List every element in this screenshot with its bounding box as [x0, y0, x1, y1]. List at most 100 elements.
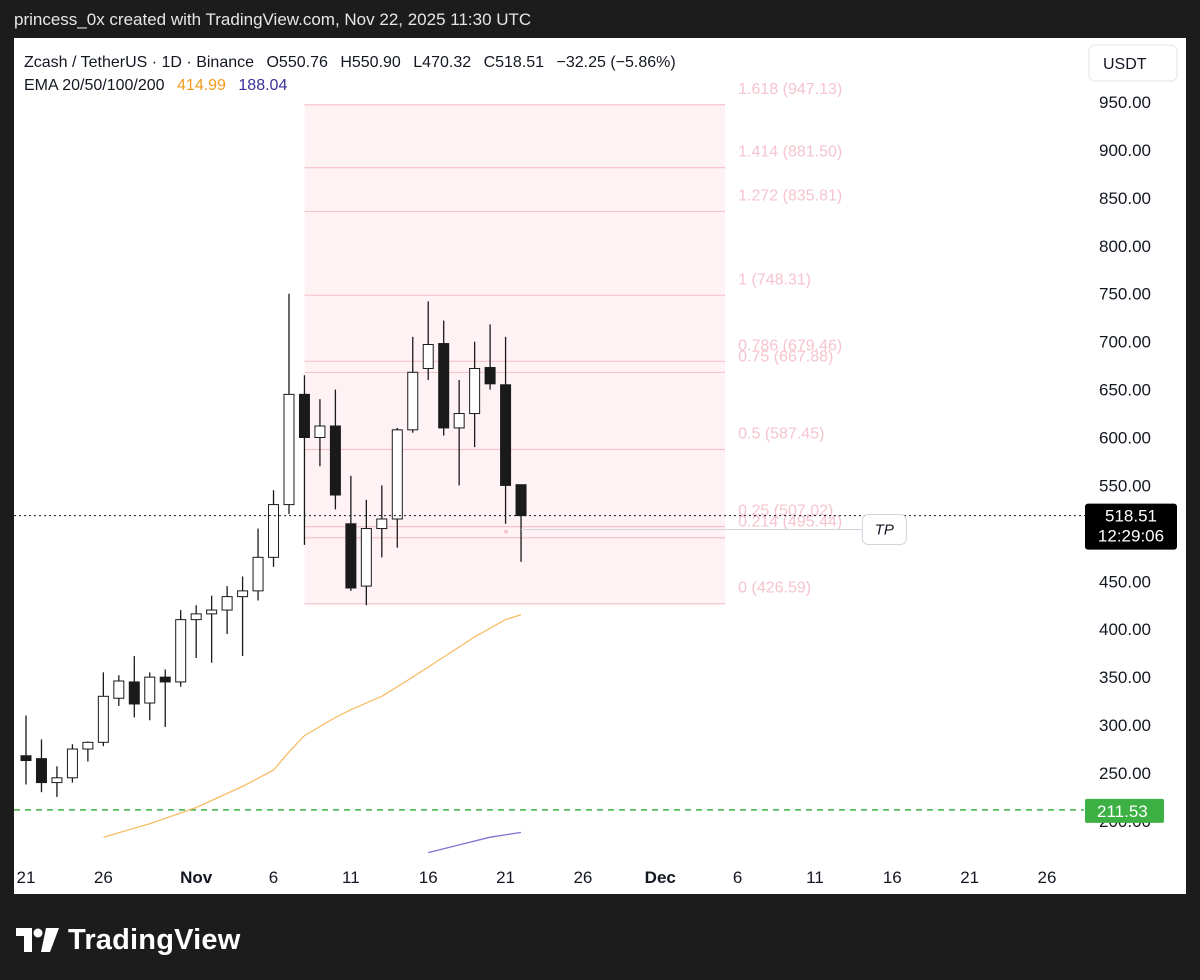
bar-countdown-label: 12:29:06	[1098, 527, 1164, 546]
support-price-badge	[1085, 798, 1164, 823]
fib-level-label: 1.618 (947.13)	[738, 81, 842, 98]
fib-level-label: 1 (748.31)	[738, 271, 811, 288]
ema-20-line	[103, 614, 522, 838]
y-tick-label: 400.00	[1099, 620, 1151, 639]
candle[interactable]	[407, 371, 419, 431]
candle[interactable]	[190, 613, 202, 621]
candle[interactable]	[144, 676, 156, 704]
x-tick-label: Dec	[645, 868, 676, 887]
x-tick-label: 16	[419, 868, 438, 887]
candle[interactable]	[51, 777, 63, 784]
y-tick-label: 350.00	[1099, 668, 1151, 687]
y-tick-label: 450.00	[1099, 572, 1151, 591]
candle[interactable]	[391, 429, 403, 520]
candle[interactable]	[422, 344, 434, 369]
tradingview-logo-icon	[16, 928, 59, 952]
x-tick-label: 11	[806, 868, 824, 887]
candle[interactable]	[20, 755, 32, 762]
ema-50-value: 188.04	[238, 77, 287, 94]
fib-level-label: 0.75 (667.88)	[738, 348, 833, 365]
candle[interactable]	[438, 343, 450, 429]
candle[interactable]	[360, 528, 372, 587]
y-tick-label: 650.00	[1099, 381, 1151, 400]
candle[interactable]	[97, 695, 109, 743]
open-value: O550.76	[266, 54, 327, 71]
candle[interactable]	[113, 680, 125, 699]
last-price-label: 518.51	[1105, 507, 1157, 526]
candle[interactable]	[175, 619, 187, 683]
candle[interactable]	[314, 425, 326, 438]
y-tick-label: 250.00	[1099, 764, 1151, 783]
low-value: L470.32	[413, 54, 471, 71]
change-value: −32.25 (−5.86%)	[557, 54, 676, 71]
fib-level-label: 0 (426.59)	[738, 580, 811, 597]
fib-level-label: 0.786 (679.46)	[738, 337, 842, 354]
x-tick-label: 6	[269, 868, 278, 887]
tp-label-box[interactable]	[861, 514, 907, 546]
candle[interactable]	[221, 596, 233, 611]
candle[interactable]	[283, 393, 295, 506]
y-tick-label: 700.00	[1099, 333, 1151, 352]
candle[interactable]	[82, 741, 94, 750]
x-tick-label: 21	[17, 868, 36, 887]
x-tick-label: 16	[883, 868, 902, 887]
fib-level-label: 0.25 (507.02)	[738, 503, 833, 520]
y-tick-label: 300.00	[1099, 716, 1151, 735]
x-tick-label: 26	[94, 868, 113, 887]
candle[interactable]	[35, 758, 47, 784]
x-tick-label: 26	[1038, 868, 1057, 887]
candle[interactable]	[128, 681, 140, 705]
high-value: H550.90	[340, 54, 401, 71]
currency-label: USDT	[1103, 56, 1147, 73]
fib-level-label: 0.5 (587.45)	[738, 426, 824, 443]
candle[interactable]	[268, 504, 280, 558]
price-chart[interactable]: 0 (426.59) 0.214 (495.44)0.25 (507.02) 0.5…	[14, 38, 1186, 894]
x-tick-label: 21	[960, 868, 979, 887]
x-tick-label: Nov	[180, 868, 213, 887]
y-tick-label: 900.00	[1099, 141, 1151, 160]
candle[interactable]	[206, 609, 218, 615]
y-tick-label: 550.00	[1099, 476, 1151, 495]
x-tick-label: 11	[342, 868, 360, 887]
y-tick-label: 850.00	[1099, 189, 1151, 208]
fib-level-label: 1.414 (881.50)	[738, 144, 842, 161]
candle[interactable]	[298, 393, 310, 439]
caption: princess_0x created with TradingView.com…	[14, 10, 532, 29]
tp-anchor	[504, 529, 509, 534]
support-price-label: 211.53	[1097, 802, 1148, 821]
y-tick-label: 950.00	[1099, 93, 1151, 112]
fib-level-label: 1.272 (835.81)	[738, 187, 842, 204]
brand-name: TradingView	[68, 923, 241, 956]
chart-panel[interactable]: 0 (426.59) 0.214 (495.44) 0.25 (507.02) 0.5…	[14, 38, 1186, 894]
x-tick-label: 6	[733, 868, 742, 887]
tp-label: TP	[875, 522, 894, 539]
candle[interactable]	[376, 518, 388, 530]
candle[interactable]	[453, 413, 465, 429]
x-tick-label: 26	[573, 868, 592, 887]
candle[interactable]	[237, 590, 249, 598]
y-tick-label: 750.00	[1099, 285, 1151, 304]
candle[interactable]	[515, 484, 527, 517]
symbol-name: Zcash / TetherUS · 1D · Binance	[24, 54, 254, 71]
currency-button[interactable]: USDT	[1088, 44, 1178, 82]
last-price-badge	[1085, 503, 1177, 550]
y-tick-label: 600.00	[1099, 429, 1151, 448]
fib-zone	[304, 104, 726, 604]
candle[interactable]	[345, 523, 357, 589]
x-tick-label: 21	[496, 868, 515, 887]
fib-level-label: 0.214 (495.44)	[738, 514, 842, 531]
candle[interactable]	[329, 425, 341, 496]
indicator-legend[interactable]: EMA 20/50/100/200 414.99 188.04	[24, 77, 287, 94]
candle[interactable]	[252, 556, 264, 592]
candle[interactable]	[159, 676, 171, 683]
symbol-title: Zcash / TetherUS · 1D · Binance O550.76 …	[24, 54, 676, 71]
ema-20-value: 414.99	[177, 77, 226, 94]
tradingview-logo[interactable]: TradingView	[16, 920, 241, 960]
candle[interactable]	[469, 367, 481, 415]
candle[interactable]	[500, 384, 512, 486]
y-tick-label: 800.00	[1099, 237, 1151, 256]
candle[interactable]	[66, 748, 78, 779]
candle[interactable]	[484, 367, 496, 385]
indicator-label: EMA 20/50/100/200	[24, 77, 165, 94]
ema-50-line	[428, 831, 522, 854]
